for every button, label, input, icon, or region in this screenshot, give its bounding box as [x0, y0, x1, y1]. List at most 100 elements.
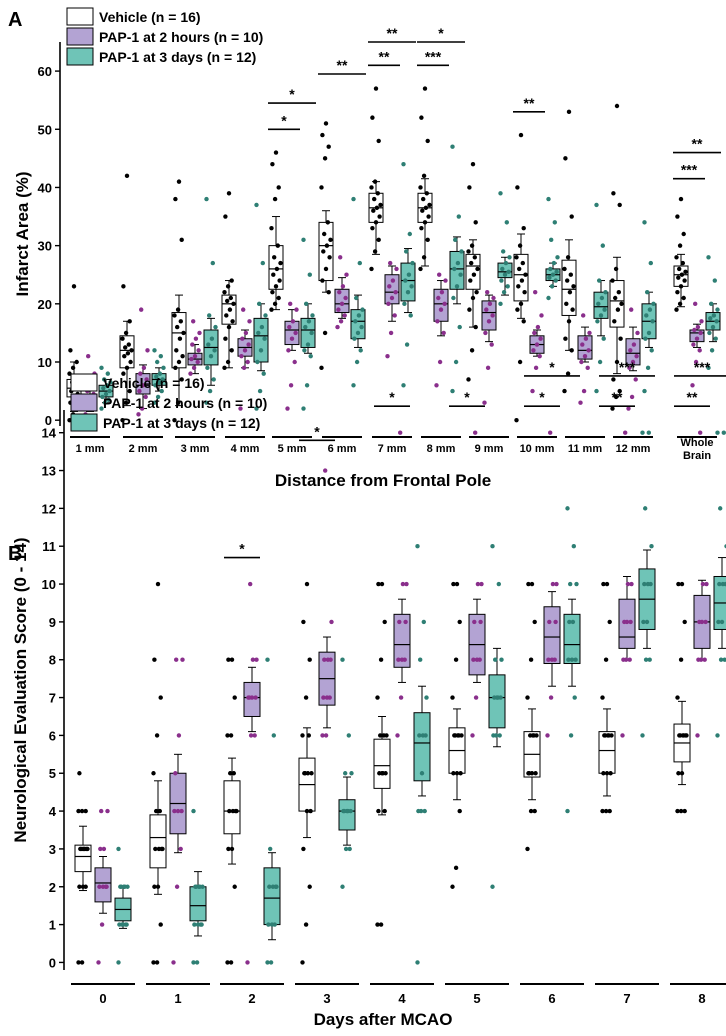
x-tick-label: 1 mm: [76, 443, 105, 455]
data-point: [501, 249, 506, 254]
data-point: [407, 231, 412, 237]
x-tick-label: Brain: [683, 450, 711, 462]
data-point: [674, 307, 679, 312]
data-point: [271, 733, 276, 738]
x-tick-label: 6 mm: [328, 443, 357, 455]
data-point: [418, 657, 423, 662]
data-point: [454, 771, 460, 776]
data-point: [193, 336, 199, 341]
data-point: [645, 581, 651, 587]
data-point: [189, 356, 194, 362]
data-point: [522, 289, 527, 295]
data-point: [642, 581, 647, 587]
data-point: [269, 225, 274, 231]
data-point: [175, 307, 181, 312]
y-tick-label: 6: [49, 728, 56, 743]
data-point: [534, 342, 540, 347]
data-point: [486, 319, 492, 324]
data-point: [531, 348, 536, 353]
data-point: [529, 581, 535, 587]
data-point: [675, 695, 680, 700]
data-point: [351, 383, 356, 388]
data-point: [704, 581, 709, 587]
data-point: [116, 846, 121, 852]
data-point: [328, 237, 333, 243]
data-point: [222, 289, 227, 295]
data-point: [571, 544, 576, 549]
data-point: [500, 266, 505, 272]
data-point: [195, 922, 201, 927]
data-point: [323, 266, 329, 272]
data-point: [322, 657, 327, 662]
data-point: [324, 243, 330, 248]
data-point: [371, 208, 376, 213]
data-point: [479, 581, 484, 587]
data-point: [697, 348, 702, 353]
data-point: [385, 353, 390, 359]
data-point: [261, 371, 266, 376]
data-point: [649, 544, 654, 549]
data-point: [566, 657, 571, 662]
data-point: [706, 255, 711, 260]
y-tick-label: 4: [49, 804, 57, 819]
data-point: [154, 960, 160, 965]
data-point: [275, 243, 280, 248]
legend-swatch: [66, 47, 94, 66]
data-point: [527, 771, 532, 776]
data-point: [329, 619, 334, 625]
data-point: [598, 313, 604, 318]
data-point: [415, 544, 420, 549]
data-point: [681, 295, 686, 301]
data-point: [458, 272, 463, 277]
data-point: [226, 846, 231, 852]
data-point: [646, 430, 651, 435]
data-point: [98, 846, 103, 852]
data-point: [518, 301, 524, 307]
y-tick-label: 0: [45, 413, 52, 428]
data-point: [681, 231, 686, 237]
x-tick-label: 3: [323, 991, 330, 1006]
data-point: [327, 255, 332, 260]
data-point: [682, 619, 687, 625]
x-tick-label: 11 mm: [568, 443, 602, 455]
data-point: [326, 289, 331, 295]
x-tick-label: 12 mm: [616, 443, 651, 455]
data-point: [583, 336, 589, 341]
data-point: [121, 371, 126, 376]
data-point: [515, 307, 520, 312]
data-point: [123, 345, 128, 350]
data-point: [274, 266, 280, 272]
data-point: [229, 657, 235, 662]
data-point: [675, 289, 680, 295]
data-point: [629, 394, 635, 400]
data-point: [145, 348, 150, 353]
data-point: [225, 359, 231, 365]
y-tick-label: 14: [42, 426, 57, 441]
data-point: [679, 272, 685, 277]
significance-label: *: [289, 86, 295, 102]
data-point: [157, 371, 163, 376]
data-point: [419, 225, 424, 231]
data-point: [213, 324, 218, 330]
data-point: [303, 771, 308, 776]
data-point: [301, 406, 306, 411]
data-point: [565, 808, 570, 814]
data-point: [424, 695, 429, 700]
data-point: [338, 255, 343, 260]
x-tick-label: 6: [548, 991, 555, 1006]
data-point: [420, 208, 425, 213]
x-tick-label: 5: [473, 991, 480, 1006]
data-point: [272, 301, 278, 307]
data-point: [153, 846, 158, 852]
data-point: [549, 657, 555, 662]
box: [384, 274, 400, 305]
data-point: [323, 121, 329, 126]
data-point: [502, 272, 508, 277]
y-tick-label: 7: [49, 691, 56, 706]
data-point: [475, 581, 481, 587]
data-point: [403, 278, 408, 283]
data-point: [278, 260, 283, 266]
box: [413, 712, 431, 782]
data-point: [272, 196, 278, 202]
data-point: [124, 173, 130, 179]
